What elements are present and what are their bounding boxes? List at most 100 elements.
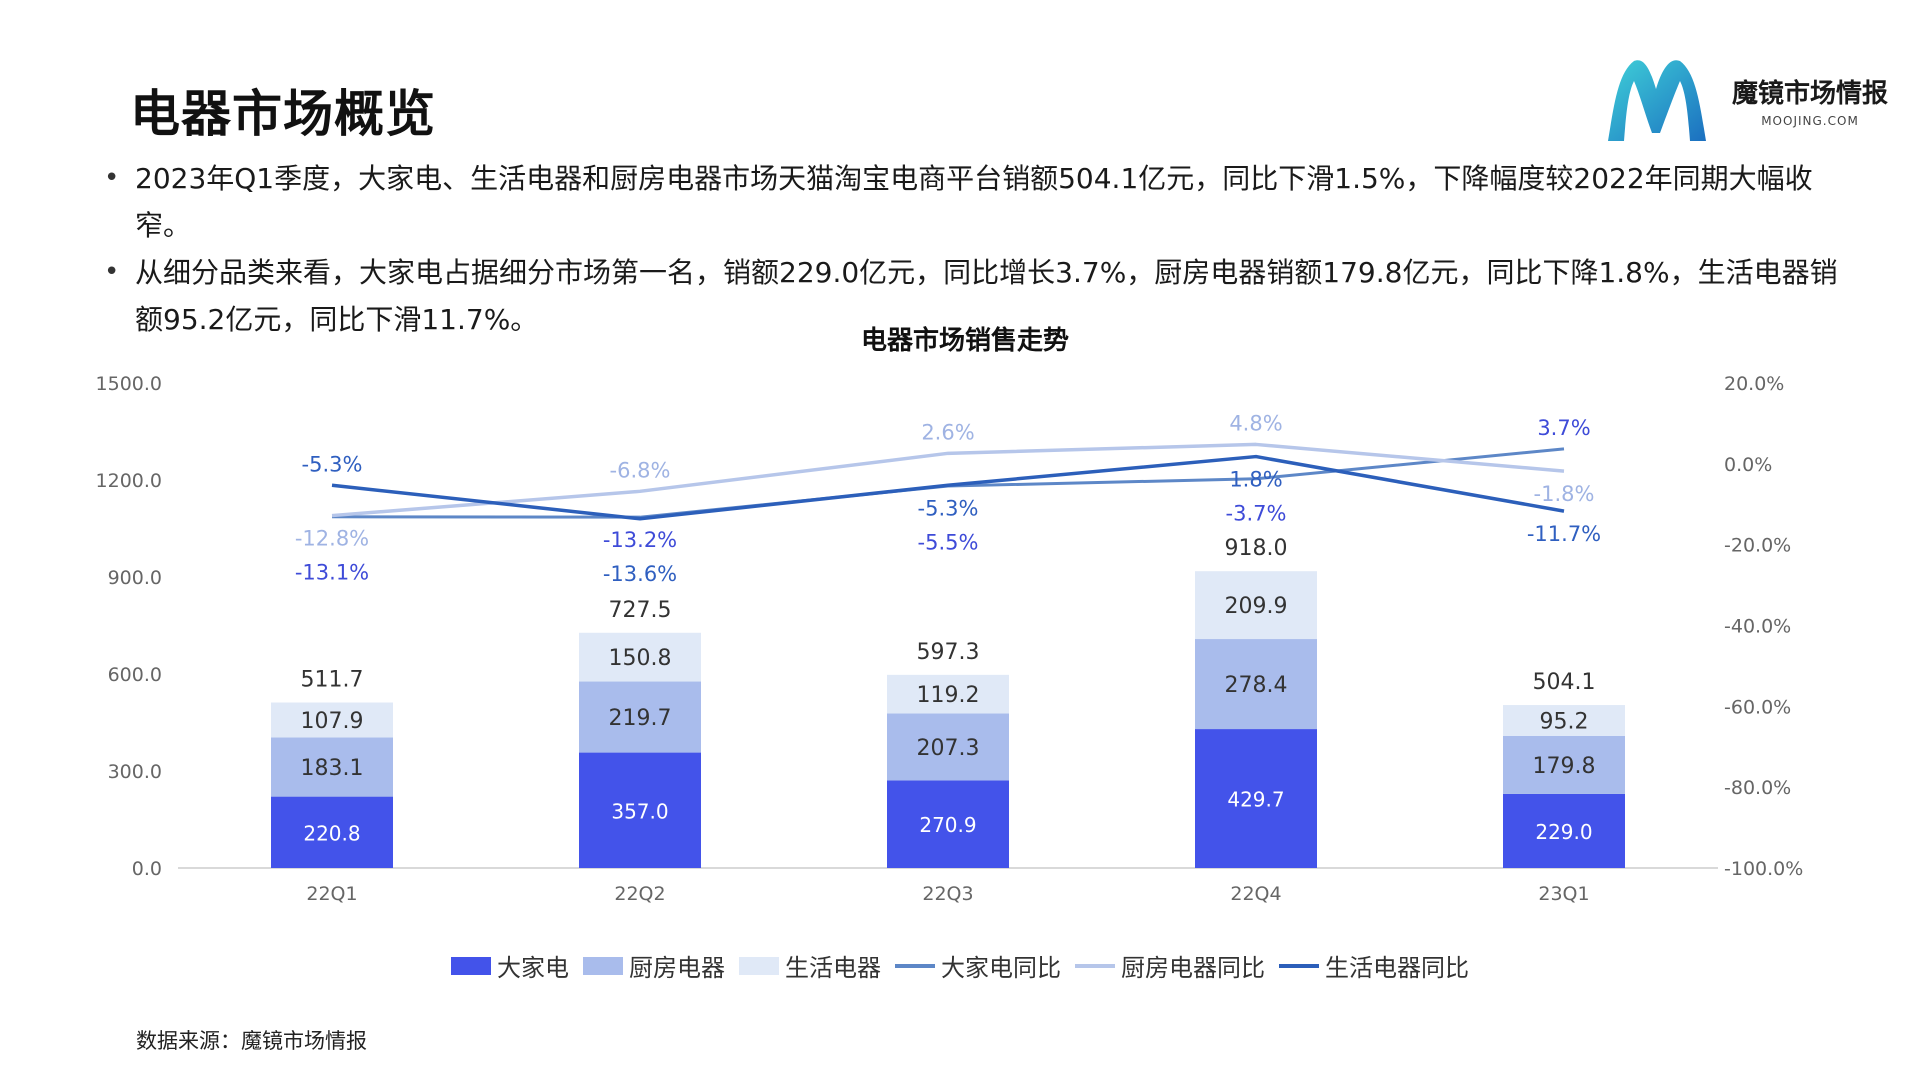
legend-swatch-major [451,956,491,975]
line-living-yoy-label: -13.6% [603,562,677,586]
right-axis-tick-label: 20.0% [1724,373,1784,395]
legend-item-kitchen: 厨房电器 [583,948,725,983]
line-kitchen-yoy-label: -6.8% [610,458,671,482]
chart-legend: 大家电 厨房电器 生活电器 大家电同比 厨房电器同比 生活电器同比 [0,948,1920,983]
bar-total-label: 511.7 [301,668,364,693]
summary-item: 2023年Q1季度，大家电、生活电器和厨房电器市场天猫淘宝电商平台销额504.1… [100,155,1840,249]
legend-label: 厨房电器 [629,954,725,982]
left-axis-tick-label: 1200.0 [96,470,162,492]
bar-major-label: 270.9 [919,813,976,837]
bar-living-label: 119.2 [917,683,980,708]
bar-major-label: 229.0 [1535,820,1592,844]
line-kitchen-yoy [331,442,1565,518]
line-major-yoy-label: -3.7% [1226,502,1287,526]
right-axis-tick-label: -60.0% [1724,696,1791,718]
left-axis-tick-label: 900.0 [108,567,162,589]
bar-major [271,796,393,868]
bar-major-label: 357.0 [611,799,668,823]
bar-kitchen-label: 219.7 [609,706,672,731]
line-living-yoy-label: 1.8% [1229,468,1282,492]
legend-swatch-major-yoy [895,963,935,968]
logo-name: 魔镜市场情报 [1732,78,1889,109]
right-axis-tick-label: -40.0% [1724,616,1791,638]
bar-living-label: 107.9 [301,709,364,734]
bar-kitchen-label: 207.3 [917,736,980,761]
x-axis-tick-label: 22Q3 [922,883,973,905]
legend-item-major: 大家电 [451,948,569,983]
right-axis-tick-label: -100.0% [1724,858,1803,880]
bar-living [887,674,1009,714]
left-axis-tick-label: 300.0 [108,761,162,783]
line-living-yoy [331,454,1565,521]
x-axis-tick-label: 22Q2 [614,883,665,905]
legend-item-kitchen-yoy: 厨房电器同比 [1075,948,1265,983]
right-axis-tick-label: 0.0% [1724,454,1772,476]
line-kitchen-yoy-label: -12.8% [295,527,369,551]
legend-label: 生活电器同比 [1325,954,1469,982]
left-axis-tick-label: 0.0 [132,858,162,880]
line-major-yoy-label: -13.1% [295,561,369,585]
line-kitchen-yoy-label: 2.6% [921,420,974,444]
left-axis-tick-label: 600.0 [108,664,162,686]
bar-living [579,632,701,682]
bar-kitchen [271,737,393,797]
legend-swatch-living [739,956,779,975]
right-axis-tick-label: -80.0% [1724,777,1791,799]
line-kitchen-yoy-label: -1.8% [1534,482,1595,506]
right-axis-tick-label: -20.0% [1724,535,1791,557]
bar-total-label: 727.5 [609,598,672,623]
bar-living-label: 95.2 [1540,709,1589,734]
bar-major [1195,729,1317,868]
x-axis-tick-label: 23Q1 [1538,883,1589,905]
bar-living [1195,571,1317,640]
left-axis-tick-label: 1500.0 [96,373,162,395]
x-axis-tick-label: 22Q1 [306,883,357,905]
bar-kitchen [887,713,1009,781]
line-major-yoy-label: 3.7% [1537,416,1590,440]
line-kitchen-yoy-label: 4.8% [1229,411,1282,435]
bar-living [1503,705,1625,736]
line-major-yoy-label: -5.5% [918,530,979,554]
legend-label: 厨房电器同比 [1121,954,1265,982]
bar-kitchen [1195,639,1317,730]
bar-major [579,752,701,868]
bar-living-label: 209.9 [1225,594,1288,619]
legend-swatch-kitchen-yoy [1075,963,1115,968]
bar-living [271,702,393,738]
summary-list: 2023年Q1季度，大家电、生活电器和厨房电器市场天猫淘宝电商平台销额504.1… [100,155,1840,343]
line-living-yoy-label: -5.3% [918,496,979,520]
bar-major [887,780,1009,868]
bar-kitchen [1503,735,1625,794]
bar-kitchen-label: 183.1 [301,756,364,781]
summary-item: 从细分品类来看，大家电占据细分市场第一名，销额229.0亿元，同比增长3.7%，… [100,249,1840,343]
legend-label: 大家电同比 [941,954,1061,982]
bar-kitchen-label: 278.4 [1225,673,1288,698]
line-living-yoy-label: -11.7% [1527,522,1601,546]
line-major-yoy-label: -13.2% [603,528,677,552]
bar-major-label: 220.8 [303,821,360,845]
logo-domain: MOOJING.COM [1761,113,1859,128]
legend-swatch-kitchen [583,956,623,975]
bar-living-label: 150.8 [609,646,672,671]
bar-total-label: 504.1 [1533,670,1596,695]
legend-swatch-living-yoy [1279,963,1319,968]
bar-total-label: 597.3 [917,640,980,665]
brand-logo: 魔镜市场情报 MOOJING.COM [1600,55,1888,145]
legend-item-living-yoy: 生活电器同比 [1279,948,1469,983]
legend-item-living: 生活电器 [739,948,881,983]
bar-total-label: 918.0 [1225,536,1288,561]
bar-kitchen-label: 179.8 [1533,754,1596,779]
x-axis-tick-label: 22Q4 [1230,883,1281,905]
chart-title: 电器市场销售走势 [860,326,1069,356]
moojing-logo-icon [1608,60,1706,141]
legend-item-major-yoy: 大家电同比 [895,948,1061,983]
bar-kitchen [579,681,701,753]
bar-major [1503,793,1625,868]
data-source: 数据来源：魔镜市场情报 [136,1029,367,1053]
legend-label: 大家电 [497,954,569,982]
legend-label: 生活电器 [785,954,881,982]
line-living-yoy-label: -5.3% [302,452,363,476]
page-title: 电器市场概览 [130,85,436,143]
bar-major-label: 429.7 [1227,788,1284,812]
